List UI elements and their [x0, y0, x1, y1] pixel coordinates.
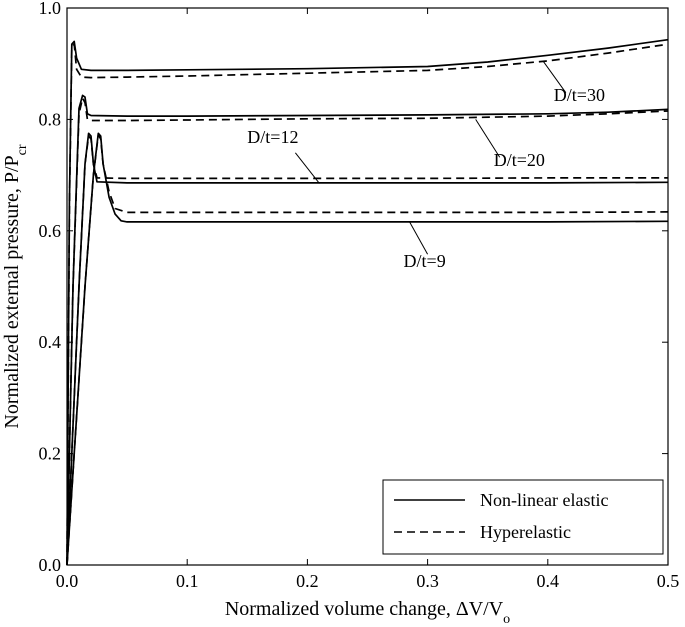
y-tick-label: 0.6 [39, 221, 62, 241]
x-tick-label: 0.5 [657, 571, 680, 591]
y-tick-label: 0.0 [39, 555, 62, 575]
label-d-t-20: D/t=20 [494, 150, 545, 170]
y-tick-label: 1.0 [39, 0, 62, 18]
series-d-t-9-dashed [66, 134, 669, 566]
annotation-layer: D/t=30 D/t=20 D/t=12 D/t=9 [247, 60, 605, 271]
y-tick-label: 0.2 [39, 444, 62, 464]
x-tick-label: 0.3 [416, 571, 439, 591]
series-d-t-20-solid [66, 94, 669, 566]
series-d-t-20-dashed [66, 97, 669, 566]
y-tick-label: 0.8 [39, 109, 62, 129]
series-d-t-12-solid [66, 132, 669, 566]
label-d-t-12: D/t=12 [247, 127, 298, 147]
plot-frame [66, 7, 669, 566]
series-d-t-30-dashed [66, 43, 669, 566]
label-d-t-30: D/t=30 [554, 85, 605, 105]
leader-d-t-20 [475, 119, 501, 158]
legend-label-nonlinear-elastic: Non-linear elastic [480, 490, 608, 510]
series-d-t-12-dashed [66, 135, 668, 566]
legend-label-hyperelastic: Hyperelastic [480, 522, 571, 542]
y-axis-label: Normalized external pressure, P/Pcr [1, 144, 30, 428]
series-d-t-30-solid [66, 38, 669, 566]
label-d-t-9: D/t=9 [404, 251, 446, 271]
leader-d-t-30 [542, 60, 567, 93]
x-axis-label: Normalized volume change, ΔV/Vo [225, 598, 510, 627]
legend-box [382, 479, 664, 555]
x-tick-label: 0.2 [296, 571, 319, 591]
y-tick-label: 0.4 [39, 332, 62, 352]
leader-d-t-9 [409, 221, 429, 255]
tick-layer: 0.0 0.1 0.2 0.3 0.4 0.5 0.0 0.2 0.4 0.6 0.8 1.0 [39, 0, 680, 591]
x-tick-label: 0.0 [56, 571, 79, 591]
series-layer [66, 38, 669, 566]
x-tick-label: 0.1 [176, 571, 199, 591]
x-tick-label: 0.4 [537, 571, 560, 591]
legend: Non-linear elastic Hyperelastic [382, 479, 664, 555]
leader-d-t-12 [294, 152, 320, 184]
